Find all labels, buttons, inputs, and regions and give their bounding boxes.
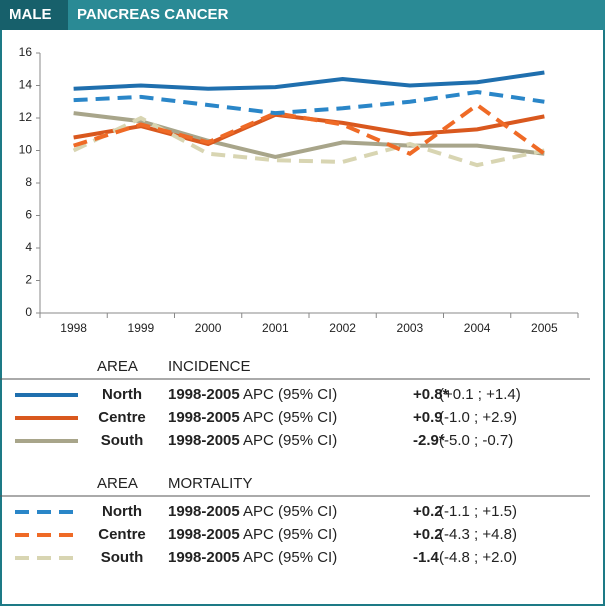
y-tick-label: 12 xyxy=(19,110,33,124)
y-tick-label: 10 xyxy=(19,143,33,157)
x-tick-label: 2002 xyxy=(329,321,356,335)
x-tick-label: 2004 xyxy=(464,321,491,335)
y-tick-label: 0 xyxy=(25,305,32,319)
legend-measure: APC (95% CI) xyxy=(243,526,337,543)
legend-apc: +0.2 xyxy=(413,503,443,520)
series-line xyxy=(73,102,546,157)
y-tick-label: 14 xyxy=(19,78,33,92)
y-tick-label: 2 xyxy=(25,273,32,287)
legend-area: North xyxy=(102,503,142,520)
header-sex: MALE xyxy=(9,6,52,23)
legend-area: Centre xyxy=(98,526,146,543)
legend-ci: (+0.1 ; +1.4) xyxy=(439,386,521,403)
legend-period: 1998-2005 xyxy=(168,526,240,543)
legend-period: 1998-2005 xyxy=(168,503,240,520)
legend-ci: (-4.8 ; +2.0) xyxy=(439,549,517,566)
legend-apc: -2.9* xyxy=(413,432,445,449)
legend-measure: APC (95% CI) xyxy=(243,432,337,449)
series-line xyxy=(73,111,545,160)
legend-apc: +0.9 xyxy=(413,409,443,426)
x-tick-label: 1999 xyxy=(128,321,155,335)
legend-area: South xyxy=(101,549,144,566)
y-tick-label: 16 xyxy=(19,45,33,59)
legend-area-header: AREA xyxy=(97,475,138,492)
legend-period: 1998-2005 xyxy=(168,386,240,403)
series-line xyxy=(73,89,545,116)
legend-ci: (-1.1 ; +1.5) xyxy=(439,503,517,520)
x-tick-label: 1998 xyxy=(60,321,87,335)
x-tick-label: 2003 xyxy=(397,321,424,335)
legend-measure: APC (95% CI) xyxy=(243,549,337,566)
legend-measure: APC (95% CI) xyxy=(243,503,337,520)
legend-apc: -1.4 xyxy=(413,549,440,566)
legend-ci: (-5.0 ; -0.7) xyxy=(439,432,513,449)
y-tick-label: 8 xyxy=(25,175,32,189)
x-tick-label: 2000 xyxy=(195,321,222,335)
legend-measure: APC (95% CI) xyxy=(243,409,337,426)
legend-period: 1998-2005 xyxy=(168,409,240,426)
legend-ci: (-4.3 ; +4.8) xyxy=(439,526,517,543)
y-tick-label: 4 xyxy=(25,240,32,254)
series-line xyxy=(72,115,545,168)
legend-period: 1998-2005 xyxy=(168,549,240,566)
header-bar xyxy=(0,0,605,30)
legend-measure: APC (95% CI) xyxy=(243,386,337,403)
legend-area: Centre xyxy=(98,409,146,426)
header-title: PANCREAS CANCER xyxy=(77,6,229,23)
legend-area-header: AREA xyxy=(97,358,138,375)
header-sex-box xyxy=(0,0,68,30)
legend-section-title: MORTALITY xyxy=(168,475,252,492)
y-tick-label: 6 xyxy=(25,208,32,222)
x-tick-label: 2005 xyxy=(531,321,558,335)
legend-area: South xyxy=(101,432,144,449)
legend-area: North xyxy=(102,386,142,403)
series-line xyxy=(73,70,545,91)
legend-section-title: INCIDENCE xyxy=(168,358,251,375)
legend-apc: +0.8* xyxy=(413,386,449,403)
legend-period: 1998-2005 xyxy=(168,432,240,449)
legend-apc: +0.2 xyxy=(413,526,443,543)
x-tick-label: 2001 xyxy=(262,321,289,335)
legend-ci: (-1.0 ; +2.9) xyxy=(439,409,517,426)
